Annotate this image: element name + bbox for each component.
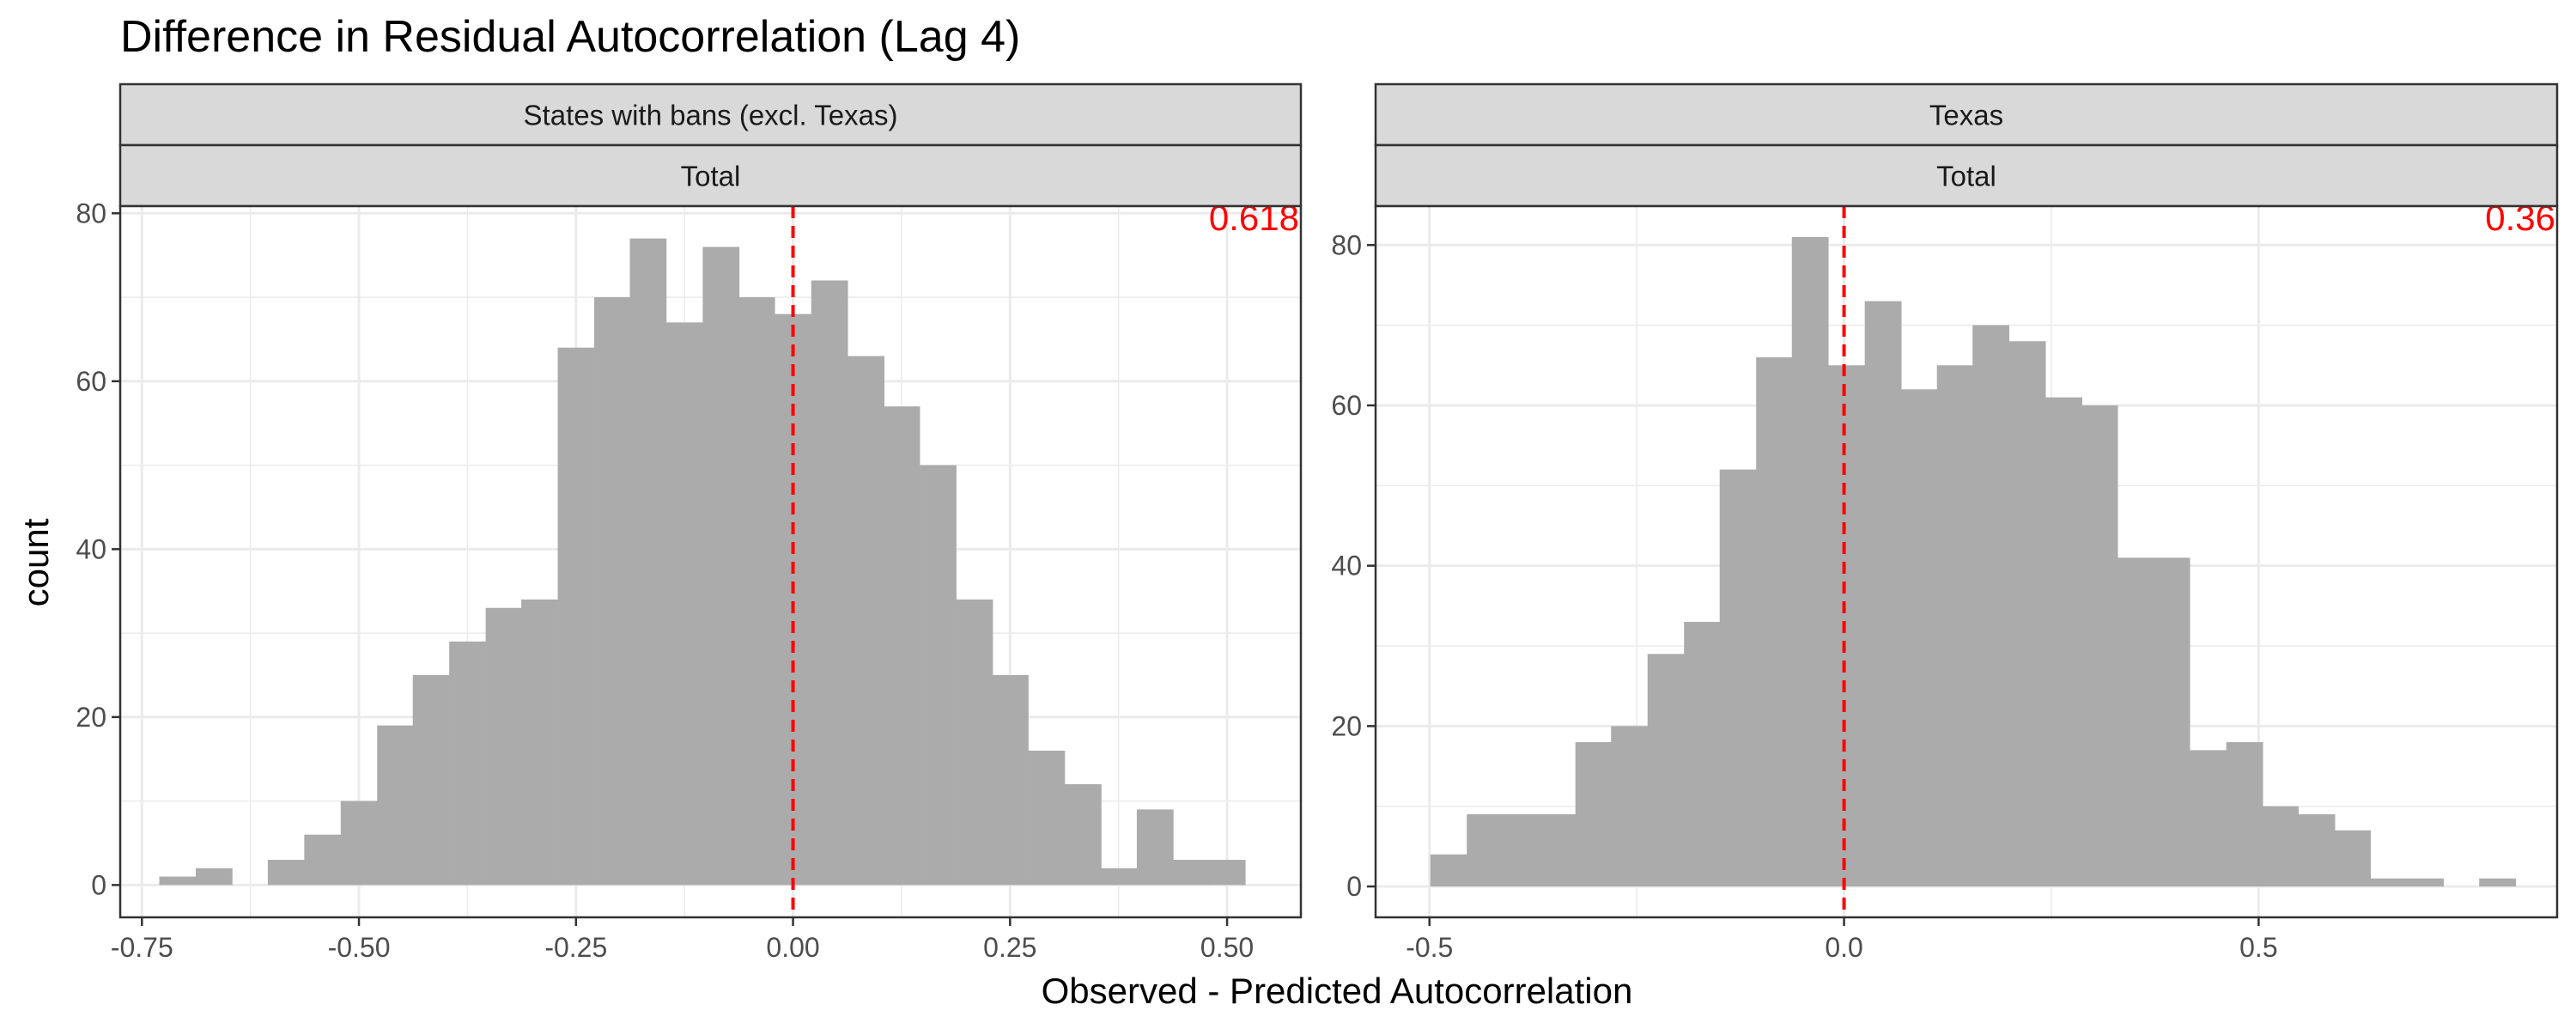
histogram-bar [1936,365,1974,887]
histogram-bar [2334,830,2372,887]
x-tick-label: -0.75 [111,932,173,963]
histogram-bar [992,674,1029,886]
y-tick-label: 60 [76,366,106,397]
histogram-bar [557,347,595,886]
facet-strip-bottom [1374,143,2559,208]
facet-strip-bottom-label: Total [681,161,741,192]
x-tick-label: 0.25 [983,932,1036,963]
y-tick-label: 20 [76,702,106,733]
histogram-bar [1719,469,1757,887]
chart-title: Difference in Residual Autocorrelation (… [120,12,1020,62]
panel-border [118,204,1303,919]
facet-strip-bottom [118,143,1303,208]
histogram-bar [629,238,667,886]
histogram-bar [1467,814,1504,887]
histogram-bar [883,406,920,886]
y-tick-label: 0 [91,869,106,900]
histogram-bar [267,860,305,886]
facet-strip-top-label: Texas [1929,100,2003,131]
histogram-bar [1864,301,1902,887]
facet-strip-top [118,82,1303,147]
histogram-bar [665,322,703,886]
histogram-bar [1972,325,2010,887]
facet-strip-top-label: States with bans (excl. Texas) [524,100,898,131]
histogram-bar [1575,742,1613,887]
y-tick-label: 60 [1331,390,1362,421]
x-tick-label: 0.0 [1825,932,1862,963]
x-tick-label: -0.5 [1406,932,1453,963]
histogram-bar [2081,405,2118,887]
histogram-bar [195,868,233,886]
histogram-bar [521,599,558,886]
histogram-bar [1136,809,1174,886]
histogram-bar [1611,726,1649,887]
histogram-bar [920,465,957,886]
y-tick-label: 40 [76,533,106,564]
histogram-bar [738,297,775,886]
histogram-bar [811,280,848,886]
y-tick-label: 80 [1331,229,1362,260]
histogram-bar [956,599,993,886]
y-tick-label: 0 [1346,871,1362,902]
histogram-bar [2190,750,2227,887]
histogram-bar [1791,236,1829,887]
histogram-bar [1684,622,1722,887]
histogram-bar [2226,742,2263,887]
histogram-bar [1539,814,1577,887]
y-axis-label: count [15,518,56,606]
facet-panels: States with bans (excl. Texas) Total 0.618… [76,82,2559,963]
x-tick-label: 0.50 [1200,932,1254,963]
histogram-bar [1028,750,1066,886]
y-tick-label: 20 [1331,710,1362,741]
histogram-bar [1900,389,1938,887]
histogram-bar [2262,806,2300,887]
histogram-bar [2407,878,2445,887]
x-tick-label: 0.00 [766,932,819,963]
histogram-bar [1756,356,1794,887]
histogram-bar [702,247,740,886]
histogram-bar [485,607,523,886]
x-axis-label: Observed - Predicted Autocorrelation [1042,971,1633,1011]
histogram-bar [1503,814,1540,887]
histogram-bar [304,834,342,886]
histogram-bar [1065,784,1102,886]
x-tick-label: -0.25 [544,932,607,963]
histogram-bar [340,801,378,886]
facet-strip-bottom-label: Total [1936,161,1996,192]
histogram-bar [2370,878,2408,887]
histogram-bar [594,297,631,886]
panel-2: Texas Total 0.36 0 20 40 60 80 -0.5 0.0 0.5 [1331,82,2559,963]
histogram-bar [449,641,486,886]
y-tick-label: 80 [76,198,106,228]
y-tick-label: 40 [1331,551,1362,581]
histogram-bar [2045,397,2083,887]
histogram-bar [412,674,450,886]
histogram-bar [2479,878,2517,887]
histogram-bar [2298,814,2336,887]
annotation-value: 0.36 [2485,198,2555,238]
annotation-value: 0.618 [1209,198,1299,238]
histogram-bar [2117,557,2155,887]
histogram-bar [1430,854,1467,887]
panel-border [1374,204,2559,919]
panel-1: States with bans (excl. Texas) Total 0.618… [76,82,1303,963]
histogram-bar [1208,860,1246,886]
histogram-bar [1173,860,1211,886]
histogram-bar [377,725,415,886]
histogram-bar [1828,365,1866,887]
histogram-bar [2153,557,2190,887]
histogram-bar [2008,341,2046,887]
x-tick-label: 0.5 [2239,932,2277,963]
histogram-bar [848,356,885,886]
histogram-bar [159,876,197,886]
x-tick-label: -0.50 [328,932,391,963]
histogram-bar [1647,654,1685,887]
histogram-bar [1100,868,1138,886]
